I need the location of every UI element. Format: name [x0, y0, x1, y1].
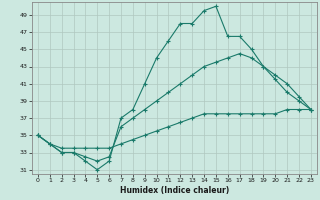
X-axis label: Humidex (Indice chaleur): Humidex (Indice chaleur) — [120, 186, 229, 195]
